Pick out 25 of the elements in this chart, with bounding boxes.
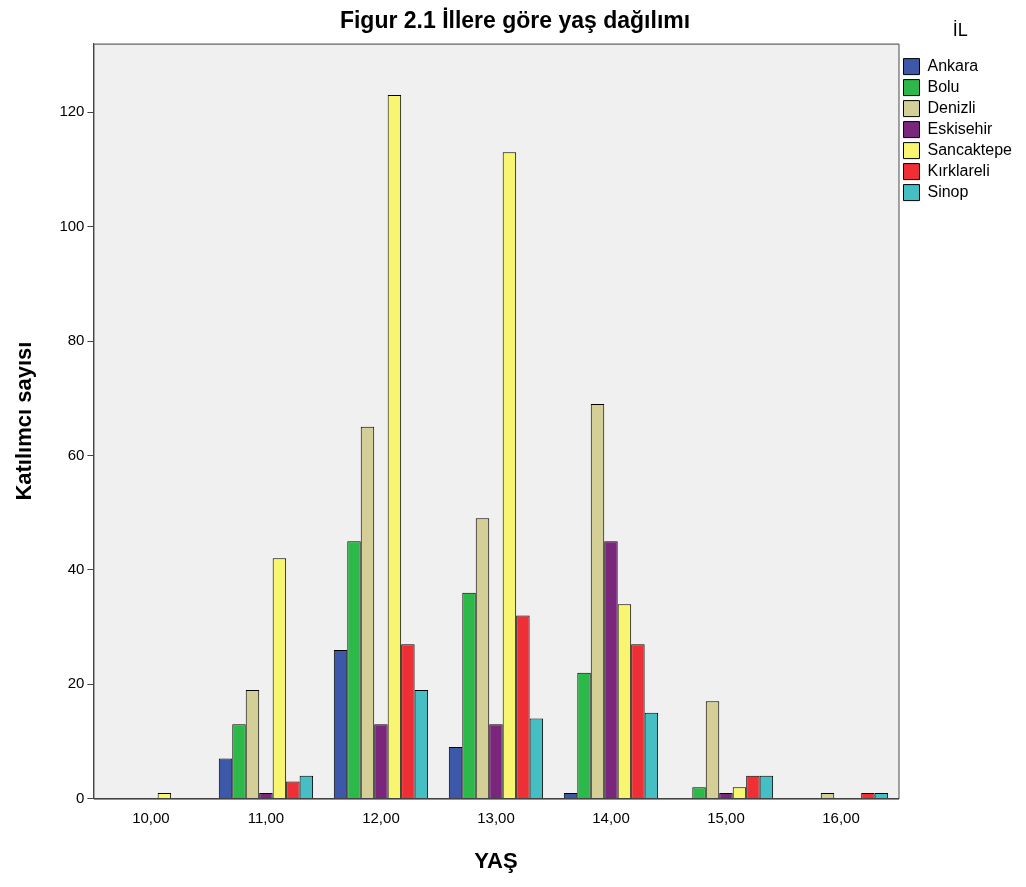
y-tick-label: 60 <box>67 445 85 463</box>
legend-label: Sinop <box>927 183 969 201</box>
x-tick-label: 12,00 <box>362 808 400 826</box>
legend-label: Kırklareli <box>927 162 990 180</box>
y-tick-label: 80 <box>67 331 85 349</box>
y-axis-title: Katılımcı sayısı <box>11 341 37 501</box>
legend-label: Bolu <box>927 78 960 96</box>
chart-title: Figur 2.1 İllere göre yaş dağılımı <box>339 7 691 34</box>
y-tick-label: 0 <box>76 788 85 806</box>
x-tick-label: 15,00 <box>707 808 745 826</box>
x-tick-label: 14,00 <box>592 808 630 826</box>
y-tick-label: 20 <box>67 674 85 692</box>
legend-label: Ankara <box>927 57 979 75</box>
x-tick-label: 10,00 <box>132 808 170 826</box>
y-tick-label: 120 <box>59 102 85 120</box>
legend-label: Sancaktepe <box>927 141 1013 159</box>
x-tick-label: 13,00 <box>477 808 515 826</box>
y-tick-label: 100 <box>59 216 85 234</box>
y-tick-label: 40 <box>67 559 85 577</box>
x-tick-label: 16,00 <box>822 808 860 826</box>
legend-title: İL <box>952 19 968 40</box>
legend-label: Denizli <box>927 99 976 117</box>
x-axis-title: YAŞ <box>474 847 518 873</box>
x-tick-label: 11,00 <box>247 808 285 826</box>
legend-label: Eskisehir <box>927 120 994 138</box>
